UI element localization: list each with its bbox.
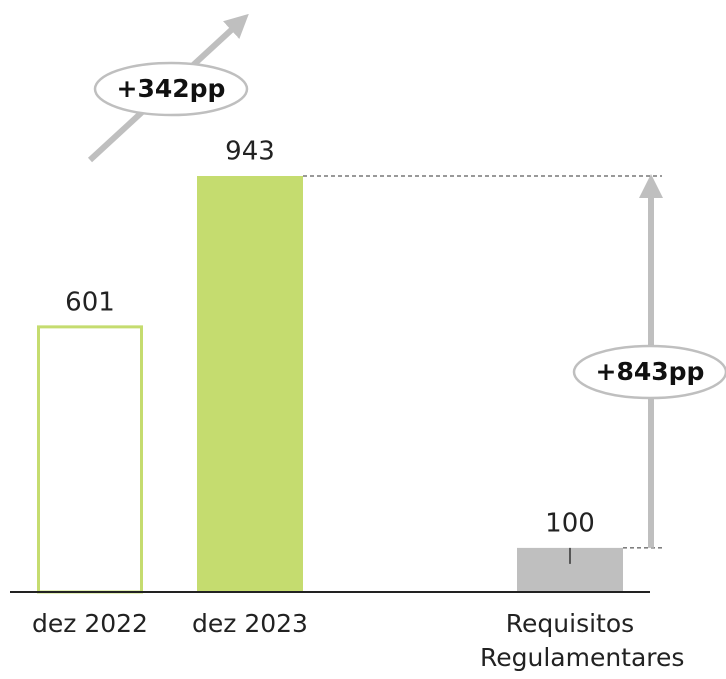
annotation-bubble (572, 344, 726, 400)
bar (37, 325, 143, 594)
x-tick-label: Requisitos Regulamentares (480, 609, 685, 672)
x-tick-label: dez 2023 (192, 609, 308, 638)
value-label: 943 (225, 137, 275, 167)
value-label: 100 (545, 508, 595, 538)
value-label: 601 (65, 287, 115, 317)
annotation: +843pp (596, 357, 705, 386)
annotation-bubble (93, 61, 249, 117)
annotation: +342pp (117, 74, 226, 103)
bar (197, 176, 303, 592)
x-tick-label: dez 2022 (32, 609, 148, 638)
